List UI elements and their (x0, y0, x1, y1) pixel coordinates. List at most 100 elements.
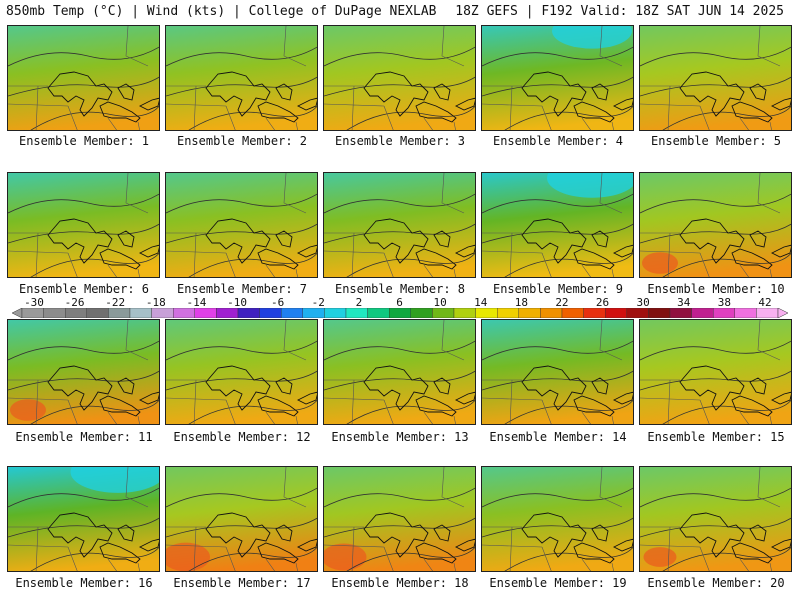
ensemble-map-panel (639, 319, 792, 425)
great-lakes-outline (679, 512, 791, 564)
ensemble-map-panel (639, 25, 792, 131)
height-contour (166, 223, 317, 244)
state-borders (8, 26, 149, 130)
state-borders (324, 467, 465, 571)
ensemble-member-label: Ensemble Member: 3 (334, 134, 466, 148)
height-contour (324, 193, 475, 214)
ensemble-map-panel (481, 466, 634, 572)
colorbar-tick-label: 14 (474, 296, 488, 309)
height-contour (188, 105, 317, 130)
colorbar-tick-label: 42 (758, 296, 772, 309)
ensemble-map-panel (165, 466, 318, 572)
colorbar-segment (648, 308, 671, 318)
temperature-map (482, 173, 633, 277)
ensemble-member-label: Ensemble Member: 1 (18, 134, 150, 148)
height-contour (482, 487, 633, 508)
height-contour (8, 517, 159, 538)
height-contour (324, 517, 475, 538)
height-contour (8, 340, 159, 361)
height-contour (166, 370, 317, 391)
height-contour (482, 76, 633, 97)
colorbar-segment (540, 308, 563, 318)
colorbar-segment (453, 308, 476, 318)
warm-anomaly (643, 547, 677, 567)
ensemble-member-label: Ensemble Member: 15 (647, 430, 785, 444)
height-contour (8, 76, 159, 97)
height-contour (324, 76, 475, 97)
height-contour (166, 517, 317, 538)
colorbar-segment (713, 308, 736, 318)
ensemble-member-label: Ensemble Member: 17 (173, 576, 311, 590)
great-lakes-outline (205, 218, 317, 270)
temperature-map (482, 320, 633, 424)
height-contour (504, 399, 633, 424)
great-lakes-outline (47, 365, 159, 417)
ensemble-map-panel (7, 25, 160, 131)
height-contour (8, 487, 159, 508)
temperature-map (482, 26, 633, 130)
height-contour (640, 370, 791, 391)
colorbar-segment (669, 308, 692, 318)
height-contour (30, 546, 159, 571)
height-contour (324, 223, 475, 244)
state-borders (640, 467, 781, 571)
height-contour (640, 340, 791, 361)
cold-anomaly (552, 26, 632, 49)
height-contour (8, 193, 159, 214)
ensemble-map-panel (323, 319, 476, 425)
temperature-map (166, 26, 317, 130)
height-contour (346, 252, 475, 277)
height-contour (8, 46, 159, 67)
height-contour (346, 105, 475, 130)
colorbar-segment (324, 308, 347, 318)
ensemble-member-label: Ensemble Member: 8 (334, 282, 466, 296)
height-contour (482, 340, 633, 361)
temperature-map (8, 320, 159, 424)
state-borders (482, 467, 623, 571)
colorbar-segment (605, 308, 628, 318)
ensemble-map-panel (165, 319, 318, 425)
colorbar-segment (734, 308, 757, 318)
colorbar-tick-label: 18 (514, 296, 528, 309)
height-contour (324, 46, 475, 67)
colorbar-tick-label: 34 (677, 296, 691, 309)
ensemble-map-panel (639, 172, 792, 278)
height-contour (346, 399, 475, 424)
ensemble-map-panel (7, 319, 160, 425)
temperature-map (324, 320, 475, 424)
colorbar-segment (756, 308, 779, 318)
height-contour (504, 546, 633, 571)
great-lakes-outline (205, 512, 317, 564)
ensemble-map-panel (323, 25, 476, 131)
colorbar-segment (367, 308, 390, 318)
temperature-map (324, 26, 475, 130)
ensemble-member-label: Ensemble Member: 4 (492, 134, 624, 148)
height-contour (8, 370, 159, 391)
colorbar-high-arrow (777, 308, 788, 318)
colorbar-segment (237, 308, 260, 318)
height-contour (8, 223, 159, 244)
colorbar-segment (216, 308, 239, 318)
state-borders (8, 320, 149, 424)
colorbar-tick-label: 6 (396, 296, 403, 309)
ensemble-member-label: Ensemble Member: 9 (492, 282, 624, 296)
colorbar-segment (432, 308, 455, 318)
ensemble-member-label: Ensemble Member: 11 (15, 430, 153, 444)
temperature-map (482, 467, 633, 571)
colorbar-segment (345, 308, 368, 318)
colorbar-segment (691, 308, 714, 318)
great-lakes-outline (47, 71, 159, 123)
colorbar-segment (194, 308, 217, 318)
ensemble-map-panel (481, 319, 634, 425)
colorbar-tick-label: 30 (636, 296, 650, 309)
great-lakes-outline (521, 512, 633, 564)
height-contour (188, 252, 317, 277)
height-contour (640, 517, 791, 538)
temperature-map (8, 173, 159, 277)
temperature-map (324, 467, 475, 571)
state-borders (482, 320, 623, 424)
height-contour (30, 105, 159, 130)
height-contour (640, 193, 791, 214)
height-contour (324, 340, 475, 361)
colorbar-segment (172, 308, 195, 318)
